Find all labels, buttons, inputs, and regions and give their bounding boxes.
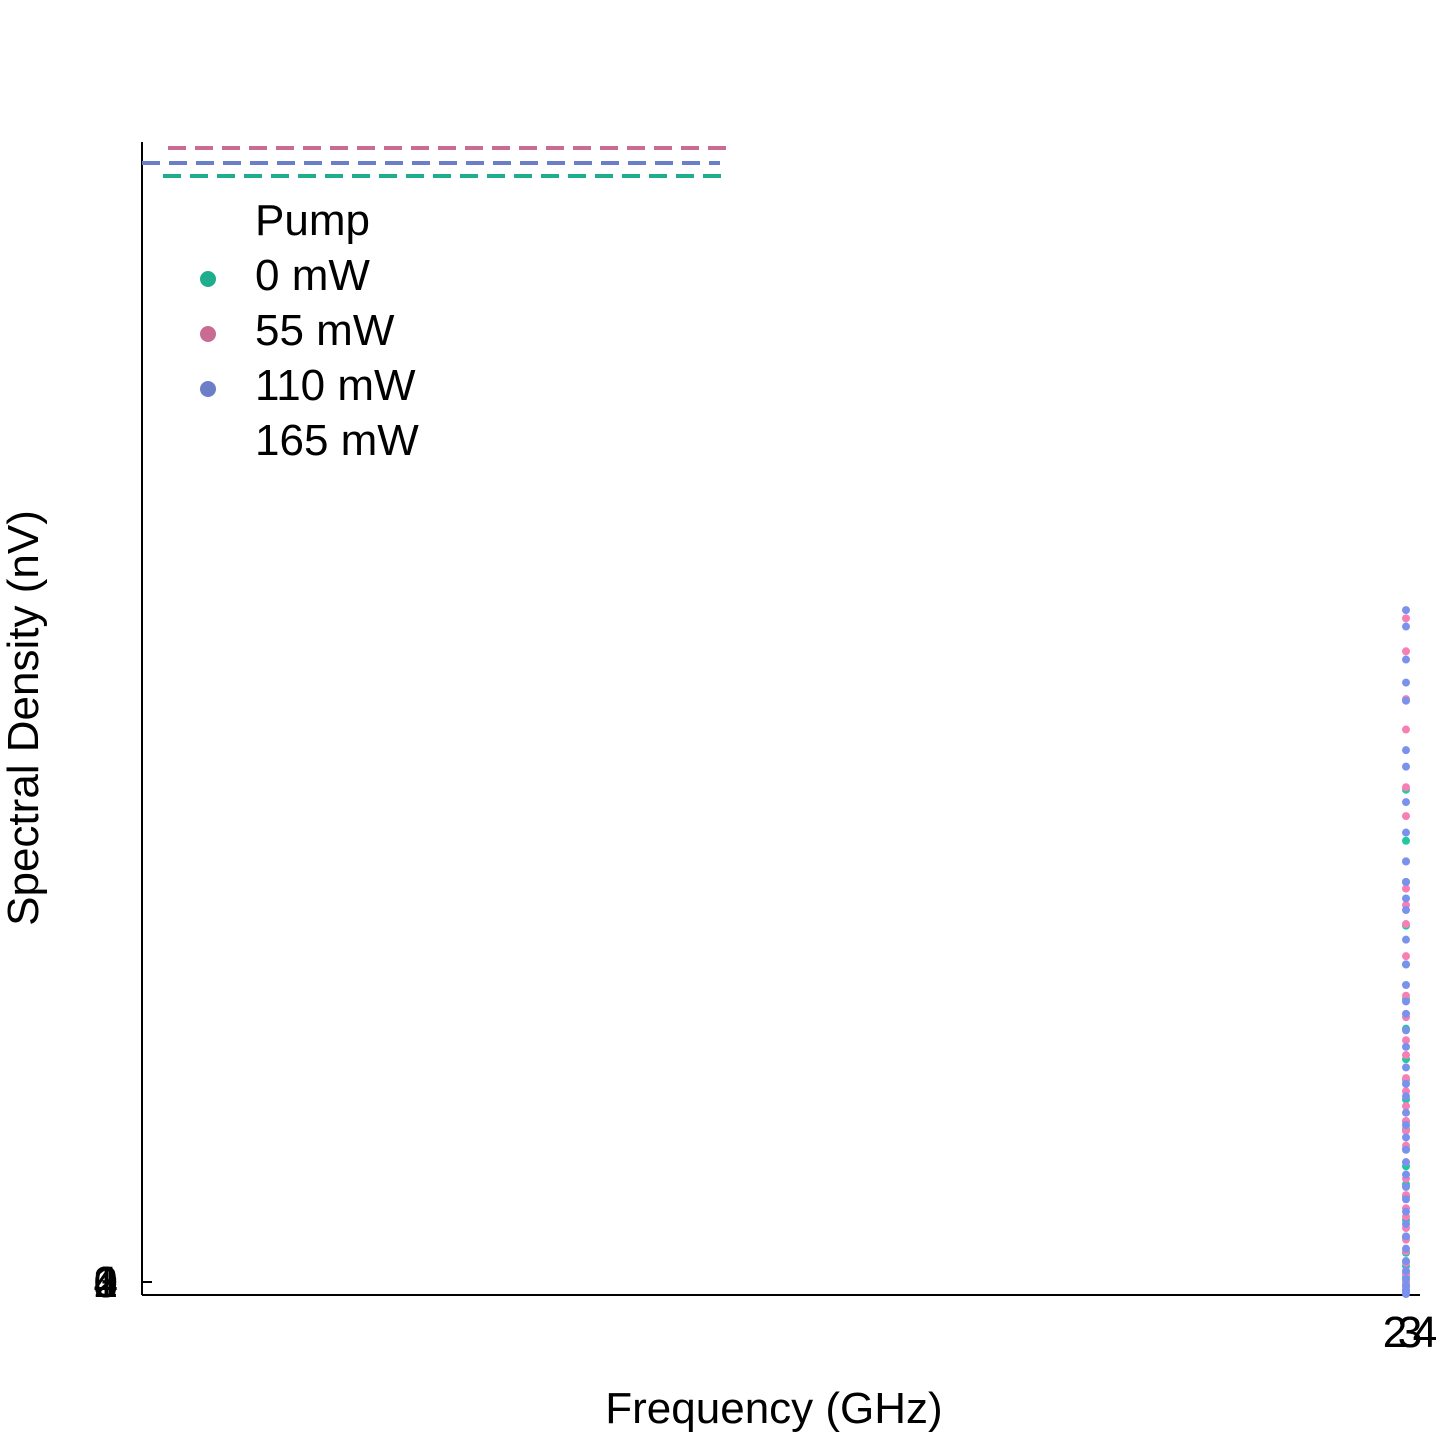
data-point-110-mw <box>1402 857 1410 866</box>
legend-item-55mw: 55 mW <box>190 306 490 361</box>
data-point-110-mw <box>1402 997 1410 1006</box>
data-point-55-mw <box>1402 1074 1410 1083</box>
data-point-110-mw <box>1402 1009 1410 1018</box>
data-point-110-mw <box>1402 1207 1410 1216</box>
data-point-110-mw <box>1402 696 1410 705</box>
legend-label-110mw: 110 mW <box>255 361 416 410</box>
y-tick-label: 1 <box>94 1258 118 1307</box>
data-point-110-mw <box>1402 1244 1410 1253</box>
data-point-55-mw <box>1402 614 1410 623</box>
data-point-110-mw <box>1402 798 1410 807</box>
data-point-55-mw <box>1402 1036 1410 1045</box>
data-point-55-mw <box>1402 884 1410 893</box>
y-tick-label: 3 <box>94 1258 118 1307</box>
data-point-110-mw <box>1402 1158 1410 1167</box>
data-point-110-mw <box>1402 606 1410 615</box>
x-tick-label: 4 <box>1413 1308 1437 1357</box>
data-point-110-mw <box>1402 762 1410 771</box>
y-tick-label: 4 <box>94 1258 118 1307</box>
data-point-110-mw <box>1402 655 1410 664</box>
data-point-110-mw <box>1402 1063 1410 1072</box>
data-point-55-mw <box>1402 1126 1410 1135</box>
y-axis-label: Spectral Density (nV) <box>0 510 48 926</box>
data-point-110-mw <box>1402 1079 1410 1088</box>
data-point-110-mw <box>1402 981 1410 989</box>
data-point-110-mw <box>1402 960 1410 969</box>
data-point-110-mw <box>1402 906 1410 915</box>
data-point-110-mw <box>1402 1182 1410 1191</box>
data-point-55-mw <box>1402 952 1410 961</box>
data-point-110-mw <box>1402 1145 1410 1154</box>
legend-label-55mw: 55 mW <box>255 306 395 355</box>
legend-marker-165mw <box>200 436 216 452</box>
data-point-110-mw <box>1402 1266 1410 1275</box>
legend-item-165mw: 165 mW <box>190 416 490 471</box>
x-tick-label: 3 <box>1398 1308 1422 1357</box>
data-point-110-mw <box>1402 622 1410 631</box>
x-tick-label: 3 <box>1398 1308 1422 1357</box>
y-tick-label: 0 <box>94 1258 118 1307</box>
y-tick-label: 2 <box>94 1258 118 1307</box>
data-point-110-mw <box>1402 1195 1410 1204</box>
data-point-110-mw <box>1402 878 1410 886</box>
data-point-55-mw <box>1402 725 1410 734</box>
data-point-0-mw <box>1402 836 1410 845</box>
data-point-110-mw <box>1402 1026 1410 1035</box>
data-point-110-mw <box>1402 1108 1410 1117</box>
data-point-110-mw <box>1402 828 1410 837</box>
data-point-55-mw <box>1402 647 1410 656</box>
legend-marker-110mw <box>200 381 216 397</box>
data-point-110-mw <box>1402 1092 1410 1101</box>
data-point-110-mw <box>1402 1170 1410 1179</box>
legend-label-0mw: 0 mW <box>255 251 370 300</box>
data-point-110-mw <box>1402 1281 1410 1290</box>
data-point-110-mw <box>1402 1121 1410 1130</box>
legend-marker-0mw <box>200 271 216 287</box>
data-point-55-mw <box>1402 1051 1410 1060</box>
data-point-55-mw <box>1402 991 1410 1000</box>
data-point-110-mw <box>1402 935 1410 944</box>
x-tick-label: 4 <box>1413 1308 1437 1357</box>
data-point-110-mw <box>1402 1042 1410 1051</box>
data-point-55-mw <box>1402 812 1410 821</box>
legend-marker-55mw <box>200 326 216 342</box>
data-point-110-mw <box>1402 746 1410 755</box>
data-point-110-mw <box>1402 678 1410 687</box>
data-point-55-mw <box>1402 920 1410 929</box>
data-point-110-mw <box>1402 1257 1410 1266</box>
legend-item-0mw: 0 mW <box>190 251 490 306</box>
data-point-110-mw <box>1402 1232 1410 1241</box>
legend-title: Pump <box>255 196 370 245</box>
data-point-110-mw <box>1402 1133 1410 1142</box>
data-point-55-mw <box>1402 1102 1410 1111</box>
data-point-55-mw <box>1402 783 1410 792</box>
legend-item-110mw: 110 mW <box>190 361 490 416</box>
legend-label-165mw: 165 mW <box>255 416 419 465</box>
x-axis-label: Frequency (GHz) <box>605 1384 943 1433</box>
data-point-110-mw <box>1402 1219 1410 1228</box>
data-point-110-mw <box>1402 894 1410 903</box>
x-tick-label: 2 <box>1383 1308 1407 1357</box>
data-point-110-mw <box>1402 1275 1410 1284</box>
x-tick-label: 2 <box>1383 1308 1407 1357</box>
